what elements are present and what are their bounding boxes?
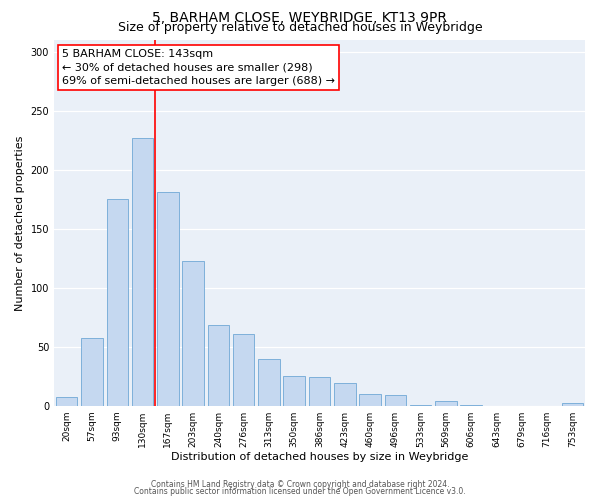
Bar <box>435 401 457 406</box>
Text: 5 BARHAM CLOSE: 143sqm
← 30% of detached houses are smaller (298)
69% of semi-de: 5 BARHAM CLOSE: 143sqm ← 30% of detached… <box>62 49 335 86</box>
Text: Contains public sector information licensed under the Open Government Licence v3: Contains public sector information licen… <box>134 487 466 496</box>
Bar <box>334 384 356 406</box>
Bar <box>309 378 330 406</box>
Bar <box>385 395 406 406</box>
Bar <box>258 358 280 406</box>
Bar <box>410 404 431 406</box>
Bar <box>208 326 229 406</box>
Bar <box>233 334 254 406</box>
Text: 5, BARHAM CLOSE, WEYBRIDGE, KT13 9PR: 5, BARHAM CLOSE, WEYBRIDGE, KT13 9PR <box>152 11 448 25</box>
Text: Contains HM Land Registry data © Crown copyright and database right 2024.: Contains HM Land Registry data © Crown c… <box>151 480 449 489</box>
Bar <box>460 404 482 406</box>
Y-axis label: Number of detached properties: Number of detached properties <box>15 135 25 310</box>
Bar <box>157 192 179 406</box>
Text: Size of property relative to detached houses in Weybridge: Size of property relative to detached ho… <box>118 21 482 34</box>
Bar <box>107 200 128 406</box>
Bar <box>56 398 77 406</box>
Bar <box>132 138 153 406</box>
Bar <box>562 404 583 406</box>
Bar <box>359 394 381 406</box>
Bar <box>283 376 305 406</box>
X-axis label: Distribution of detached houses by size in Weybridge: Distribution of detached houses by size … <box>171 452 468 462</box>
Bar <box>81 338 103 406</box>
Bar <box>182 260 204 406</box>
